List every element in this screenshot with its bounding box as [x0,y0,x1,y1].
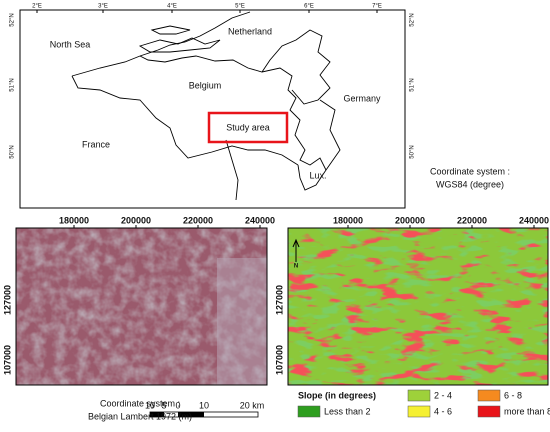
study-area-label: Study area [226,122,270,132]
lon-label: 4°E [167,4,177,10]
lat-label: 52°N [410,13,416,26]
legend-label: more than 8 [504,406,550,416]
lat-label: 50°N [10,145,16,158]
x-coord-label: 180000 [333,215,363,225]
lon-label: 6°E [304,4,314,10]
legend-title: Slope (in degrees) [298,390,376,400]
map-frame [19,9,406,209]
x-coord-label: 180000 [59,215,89,225]
lon-label: 5°E [235,4,245,10]
scale-label: 10 [145,400,155,410]
lon-label: 3°E [98,4,108,10]
place-label: Netherland [228,26,272,36]
y-coord-label: 127000 [2,285,12,315]
coordinate-system: Coordinate system : [100,398,180,408]
legend-swatch [407,405,431,418]
x-coord-label: 240000 [245,215,275,225]
place-label: Belgium [189,80,222,90]
slope-map [287,227,549,386]
x-coord-label: 220000 [457,215,487,225]
legend-swatch [297,405,321,418]
x-coord-label: 220000 [183,215,213,225]
place-label: North Sea [50,39,91,49]
place-label: Germany [343,93,381,103]
scale-label: 5 [161,400,166,410]
lat-label: 51°N [10,78,16,91]
borders [71,11,341,201]
scale-label: 10 [199,400,209,410]
coordinate-system: Coordinate system : [430,166,510,176]
x-coord-label: 200000 [395,215,425,225]
lat-label: 51°N [410,78,416,91]
lon-label: 2°E [32,4,42,10]
y-coord-label: 127000 [274,285,284,315]
x-coord-label: 240000 [519,215,549,225]
y-coord-label: 107000 [2,345,12,375]
place-label: Lux. [309,170,326,180]
satellite-image [15,227,268,386]
legend-swatch [407,389,431,402]
y-coord-label: 107000 [274,345,284,375]
legend-swatch [477,389,501,402]
coordinate-system: Belgian Lambert 1972 (m) [88,411,192,421]
legend-label: 4 - 6 [434,406,452,416]
legend-swatch [477,405,501,418]
scale-label: 0 [175,400,180,410]
scale-bar [149,411,259,418]
study-area-box [207,111,289,144]
lon-label: 7°E [372,4,382,10]
north-label: N [294,264,298,270]
legend-label: 6 - 8 [504,390,522,400]
legend-label: Less than 2 [324,406,371,416]
scale-label: 20 km [240,400,265,410]
lat-label: 50°N [410,145,416,158]
lat-label: 52°N [10,13,16,26]
legend-label: 2 - 4 [434,390,452,400]
x-coord-label: 200000 [121,215,151,225]
place-label: France [82,139,110,149]
coordinate-system: WGS84 (degree) [436,179,504,189]
